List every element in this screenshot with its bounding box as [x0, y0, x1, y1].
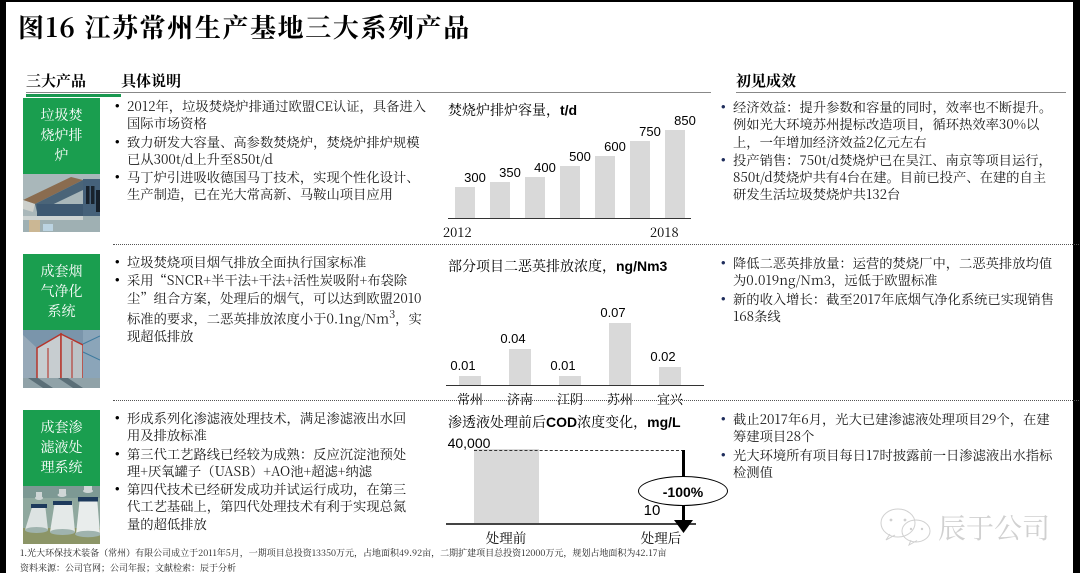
svg-text:辰于公司: 辰于公司	[938, 507, 1050, 547]
